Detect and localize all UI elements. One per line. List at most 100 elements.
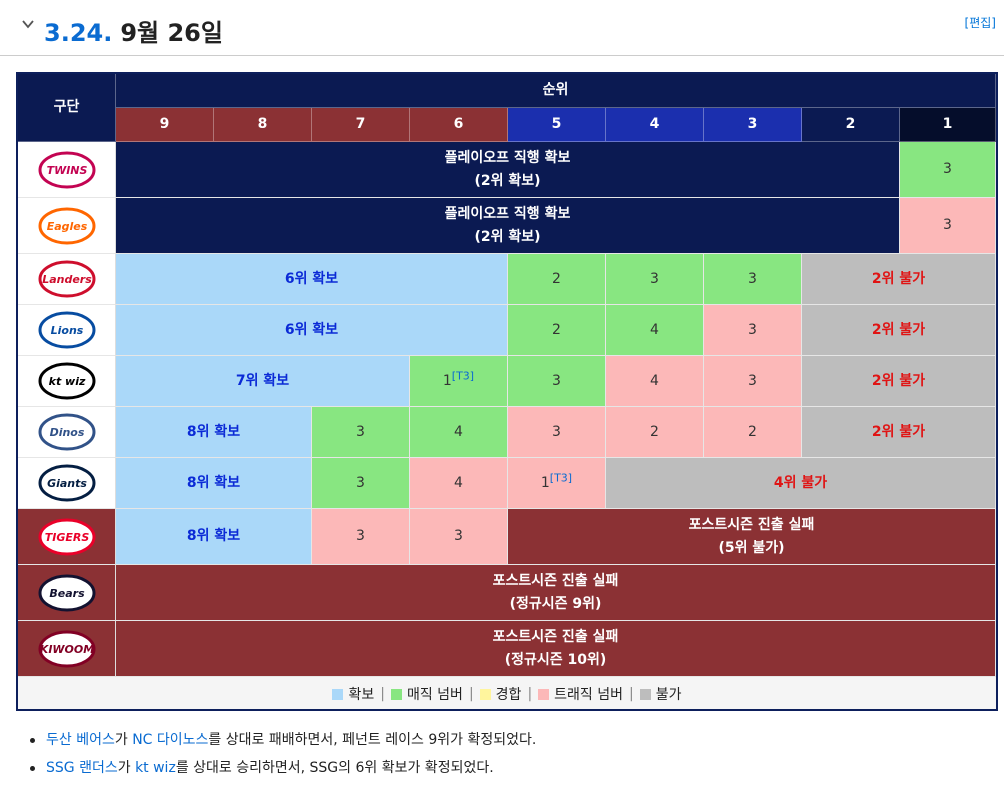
cell-content: 3 xyxy=(748,319,757,342)
cell-line: 3 xyxy=(454,525,463,548)
team-logo-cell[interactable]: Dinos xyxy=(18,407,116,458)
team-link[interactable]: kt wiz xyxy=(135,760,176,776)
cell-content: 3 xyxy=(356,472,365,495)
rank-header-label: 1 xyxy=(942,116,953,132)
cell-content: 3 xyxy=(943,214,952,237)
note-item: 두산 베어스가 NC 다이노스를 상대로 패배하면서, 페넌트 레이스 9위가 … xyxy=(28,726,536,754)
rank-header-9: 9 xyxy=(116,108,214,142)
standings-cell: 8위 확보 xyxy=(116,407,312,458)
rank-header-4: 4 xyxy=(606,108,704,142)
cell-value: 포스트시즌 진출 실패 xyxy=(492,628,619,645)
cell-subtext: (정규시즌 9위) xyxy=(509,595,602,612)
legend-item: 불가 xyxy=(639,684,682,704)
footnote-ref[interactable]: [T3] xyxy=(549,470,573,484)
standings-cell: 3 xyxy=(704,305,802,356)
team-logo-cell[interactable]: kt wiz xyxy=(18,356,116,407)
legend-label: 매직 넘버 xyxy=(406,687,463,703)
team-logo-text: TIGERS xyxy=(44,531,89,544)
cell-value: 2 xyxy=(552,321,561,338)
edit-link[interactable]: [편집] xyxy=(964,16,996,30)
cell-value: 4 xyxy=(650,321,659,338)
team-column-label: 구단 xyxy=(53,99,80,115)
legend-swatch xyxy=(639,689,651,700)
cell-line: (5위 불가) xyxy=(689,537,815,560)
standings-cell: 2위 불가 xyxy=(802,254,996,305)
standings-cell: 4 xyxy=(606,305,704,356)
cell-subtext: (5위 불가) xyxy=(718,539,785,556)
cell-line: 4 xyxy=(454,421,463,444)
standings-cell: 3 xyxy=(312,509,410,565)
team-logo-cell[interactable]: KIWOOM xyxy=(18,621,116,677)
cell-line: 8위 확보 xyxy=(187,472,240,495)
cell-value: 3 xyxy=(552,423,561,440)
standings-cell: 포스트시즌 진출 실패 (5위 불가) xyxy=(508,509,996,565)
cell-content: 3 xyxy=(454,525,463,548)
cell-line: 3 xyxy=(356,472,365,495)
team-link[interactable]: SSG 랜더스 xyxy=(46,760,118,776)
chevron-down-icon[interactable] xyxy=(20,16,36,32)
footnote-ref[interactable]: [T3] xyxy=(451,368,475,382)
team-logo-cell[interactable]: Giants xyxy=(18,458,116,509)
cell-value: 4 xyxy=(454,423,463,440)
cell-content: 6위 확보 xyxy=(285,319,338,342)
team-link[interactable]: NC 다이노스 xyxy=(132,732,209,748)
standings-cell: 4위 불가 xyxy=(606,458,996,509)
team-logo-text: Giants xyxy=(47,477,87,490)
standings-cell: 2 xyxy=(508,305,606,356)
cell-line: 3 xyxy=(356,525,365,548)
standings-cell: 8위 확보 xyxy=(116,509,312,565)
cell-content: 4 xyxy=(454,421,463,444)
cell-value: 2위 불가 xyxy=(871,423,926,440)
cell-value: 2위 불가 xyxy=(871,321,926,338)
rank-header-label: 5 xyxy=(551,116,562,132)
rank-header-label: 9 xyxy=(159,116,170,132)
section-title-text: 9월 26일 xyxy=(120,19,223,47)
note-text: 를 상대로 패배하면서, 페넌트 레이스 9위가 확정되었다. xyxy=(208,732,537,748)
legend-separator: | xyxy=(468,686,474,702)
cell-line: 1[T3] xyxy=(541,472,572,495)
cell-value: 1 xyxy=(540,474,550,491)
standings-cell: 4 xyxy=(410,458,508,509)
cell-value: 8위 확보 xyxy=(186,528,241,544)
cell-line: 8위 확보 xyxy=(187,525,240,548)
rank-header-7: 7 xyxy=(312,108,410,142)
standings-cell: 플레이오프 직행 확보 (2위 확보) xyxy=(116,198,900,254)
cell-value: 포스트시즌 진출 실패 xyxy=(688,516,815,533)
cell-value: 8위 확보 xyxy=(186,423,241,440)
team-link[interactable]: 두산 베어스 xyxy=(46,732,115,748)
cell-line: 6위 확보 xyxy=(285,268,338,291)
cell-line: 포스트시즌 진출 실패 xyxy=(689,514,815,537)
team-logo-cell[interactable]: Lions xyxy=(18,305,116,356)
rank-header-8: 8 xyxy=(214,108,312,142)
team-logo-text: Lions xyxy=(50,324,83,337)
cell-line: 4 xyxy=(650,319,659,342)
rank-header-label: 7 xyxy=(355,116,366,132)
section-title: 3.24. 9월 26일 xyxy=(44,13,223,48)
cell-line: 2위 불가 xyxy=(872,319,925,342)
cell-value: 6위 확보 xyxy=(284,321,339,338)
team-logo-cell[interactable]: Bears xyxy=(18,565,116,621)
standings-cell: 2 xyxy=(606,407,704,458)
team-logo-cell[interactable]: Eagles xyxy=(18,198,116,254)
team-logo-cell[interactable]: TIGERS xyxy=(18,509,116,565)
standings-cell: 7위 확보 xyxy=(116,356,410,407)
cell-content: 3 xyxy=(748,268,757,291)
standings-cell: 6위 확보 xyxy=(116,254,508,305)
team-logo-cell[interactable]: TWINS xyxy=(18,142,116,198)
doosan-bears-logo: Bears xyxy=(38,574,95,611)
cell-value: 2 xyxy=(552,270,561,287)
cell-line: 3 xyxy=(748,268,757,291)
cell-content: 3 xyxy=(356,525,365,548)
standings-cell: 4 xyxy=(410,407,508,458)
cell-line: 2 xyxy=(552,268,561,291)
nc-dinos-logo: Dinos xyxy=(38,413,95,451)
standings-cell: 2위 불가 xyxy=(802,407,996,458)
cell-line: 3 xyxy=(650,268,659,291)
cell-value: 6위 확보 xyxy=(284,270,339,287)
team-logo-cell[interactable]: Landers xyxy=(18,254,116,305)
legend-swatch xyxy=(390,689,402,700)
cell-content: 6위 확보 xyxy=(285,268,338,291)
team-logo-text: KIWOOM xyxy=(39,643,93,656)
cell-line: 포스트시즌 진출 실패 xyxy=(493,626,619,649)
cell-content: 3 xyxy=(943,158,952,181)
